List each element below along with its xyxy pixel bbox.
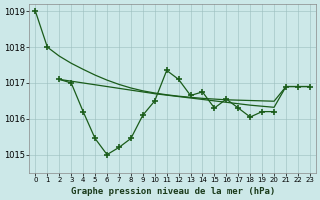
X-axis label: Graphe pression niveau de la mer (hPa): Graphe pression niveau de la mer (hPa) bbox=[70, 187, 275, 196]
